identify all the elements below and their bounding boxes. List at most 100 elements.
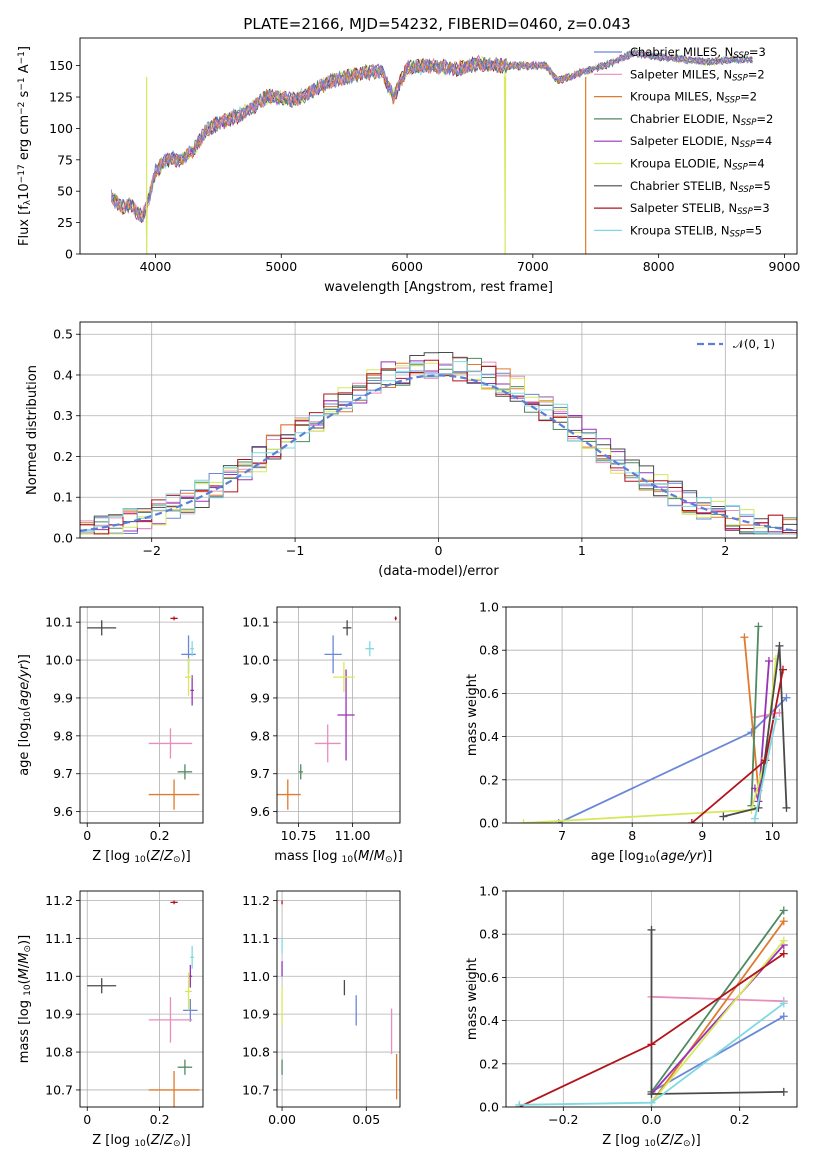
errorbar-point: [184, 658, 193, 697]
weight-marker: [647, 1040, 656, 1049]
spectrum-lines: [111, 48, 753, 254]
y-tick-label: 10.0: [45, 653, 73, 668]
x-tick-label: 0.2: [730, 1112, 750, 1127]
y-tick-label: 10.0: [242, 653, 270, 668]
weight-marker: [779, 1012, 788, 1021]
weight-series-8: [754, 719, 777, 819]
errorbar-point: [333, 661, 355, 693]
residuals-chart: −2 −1 0 1 2 0.0 0.1 0.2 0.3 0.4 0.5 𝒩(0, 1) (data-mo…: [25, 321, 798, 579]
x-tick-label: 0.00: [268, 1112, 296, 1127]
x-tick-label: 4000: [140, 259, 172, 274]
weight-marker: [779, 906, 788, 915]
weight-series-7: [691, 669, 784, 823]
x-tick-label: 11.00: [335, 828, 371, 843]
errorbar-point: [148, 1071, 200, 1107]
errorbar-point: [394, 616, 397, 621]
weight-marker: [515, 1100, 524, 1107]
weight-series-4: [650, 944, 785, 1095]
mass-vs-Z-chart: 0 0.2 10.7 10.8 10.9 11.0 11.1 11.2 Z [log 10(Z/…: [17, 890, 204, 1149]
figure-title: PLATE=2166, MJD=54232, FIBERID=0460, z=0…: [243, 15, 630, 33]
legend-entry: Salpeter STELIB, NSSP=3: [630, 201, 770, 217]
y-tick-label: 10.9: [242, 1007, 270, 1022]
x-tick-label: −1: [286, 543, 304, 558]
y-tick-label: 0.1: [53, 490, 73, 505]
x-tick-label: 10.75: [281, 828, 317, 843]
y-tick-label: 9.9: [53, 690, 73, 705]
errorbar-point: [148, 997, 193, 1043]
weight-series-5: [650, 940, 785, 1104]
axes-frame: [79, 890, 204, 1108]
errorbar-point: [184, 972, 193, 1011]
weight-marker: [740, 633, 749, 642]
y-tick-label: 9.8: [250, 728, 270, 743]
y-tick-label: 9.6: [250, 804, 270, 819]
errorbar-point: [190, 641, 194, 657]
x-tick-label: 1: [578, 543, 586, 558]
y-axis-label: mass weight: [465, 674, 480, 756]
errorbar-point: [190, 945, 194, 969]
weight-marker: [779, 936, 788, 945]
y-tick-label: 0.5: [53, 327, 73, 342]
weight-marker: [647, 1098, 656, 1107]
y-tick-label: 11.0: [45, 969, 73, 984]
y-tick-label: 10.1: [242, 615, 270, 630]
errorbar-point: [277, 779, 301, 810]
histogram-series-7: [80, 359, 797, 535]
histograms: [80, 352, 797, 535]
histogram-series-6: [80, 352, 797, 535]
weight-marker: [750, 814, 759, 823]
errorbar-point: [183, 999, 198, 1022]
axes-frame: [79, 37, 798, 255]
x-axis-label: mass [log 10(M/M⊙)]: [274, 849, 402, 865]
legend-entry: Chabrier MILES, NSSP=3: [630, 45, 766, 61]
weight-vs-Z-chart: −0.2 0.0 0.2 0.0 0.2 0.4 0.6 0.8 1.0 Z [log 10(Z/…: [465, 884, 798, 1149]
errorbar-point: [148, 728, 193, 759]
x-tick-label: 7: [558, 828, 566, 843]
y-axis-label: mass weight: [465, 958, 480, 1040]
weight-marker: [519, 819, 528, 823]
y-tick-label: 0.8: [479, 927, 499, 942]
y-tick-label: 0.0: [53, 531, 73, 546]
errorbar-point: [87, 620, 117, 636]
x-tick-label: 8: [628, 828, 636, 843]
y-tick-label: 0.0: [479, 816, 499, 831]
legend-entry: Chabrier ELODIE, NSSP=2: [630, 112, 773, 128]
y-tick-label: 9.7: [53, 766, 73, 781]
errorbar-point: [337, 669, 355, 761]
y-tick-label: 50: [57, 184, 73, 199]
x-axis-label: Z [log 10(Z/Z⊙)]: [92, 849, 191, 865]
axes-frame: [79, 606, 204, 824]
errorbar-points: [87, 616, 200, 810]
y-tick-label: 11.2: [242, 893, 270, 908]
weight-marker: [771, 715, 780, 724]
errorbar-point: [298, 764, 303, 780]
legend-entry: Chabrier STELIB, NSSP=5: [630, 179, 771, 195]
errorbar-point: [342, 620, 352, 636]
errorbar-points: [281, 900, 398, 1100]
age-vs-Z-chart: 0 0.2 9.6 9.7 9.8 9.9 10.0 10.1 Z [log 10(Z/Z⊙)]…: [17, 606, 204, 865]
weight-marker: [779, 1087, 788, 1096]
y-tick-label: 0.2: [53, 449, 73, 464]
y-tick-label: 10.9: [45, 1007, 73, 1022]
errorbar-point: [365, 641, 375, 657]
x-tick-label: 6000: [391, 259, 423, 274]
y-tick-label: 0: [65, 247, 73, 262]
weight-marker: [647, 1090, 656, 1099]
x-axis-label: (data-model)/error: [378, 564, 499, 579]
y-axis-label: Flux [fλ10−17 erg cm−2 s−1 A−1]: [17, 46, 33, 246]
x-tick-label: 0.2: [150, 828, 170, 843]
weight-marker: [764, 657, 773, 665]
y-tick-label: 125: [49, 90, 73, 105]
errorbar-points: [277, 616, 397, 810]
y-axis-label: age [log10(age/yr)]: [17, 654, 33, 776]
y-tick-label: 10.7: [45, 1082, 73, 1097]
weight-series-2: [650, 920, 785, 1104]
errorbar-point: [190, 675, 194, 706]
reference-legend-label: 𝒩(0, 1): [733, 337, 775, 351]
y-tick-label: 11.2: [45, 893, 73, 908]
y-axis-label: mass [log 10(M/M⊙)]: [17, 935, 33, 1063]
y-tick-label: 0.0: [479, 1100, 499, 1115]
weight-vs-age-chart: 7 8 9 10 0.0 0.2 0.4 0.6 0.8 1.0 age [log10(age/yr…: [465, 600, 798, 865]
y-tick-label: 1.0: [479, 884, 499, 899]
